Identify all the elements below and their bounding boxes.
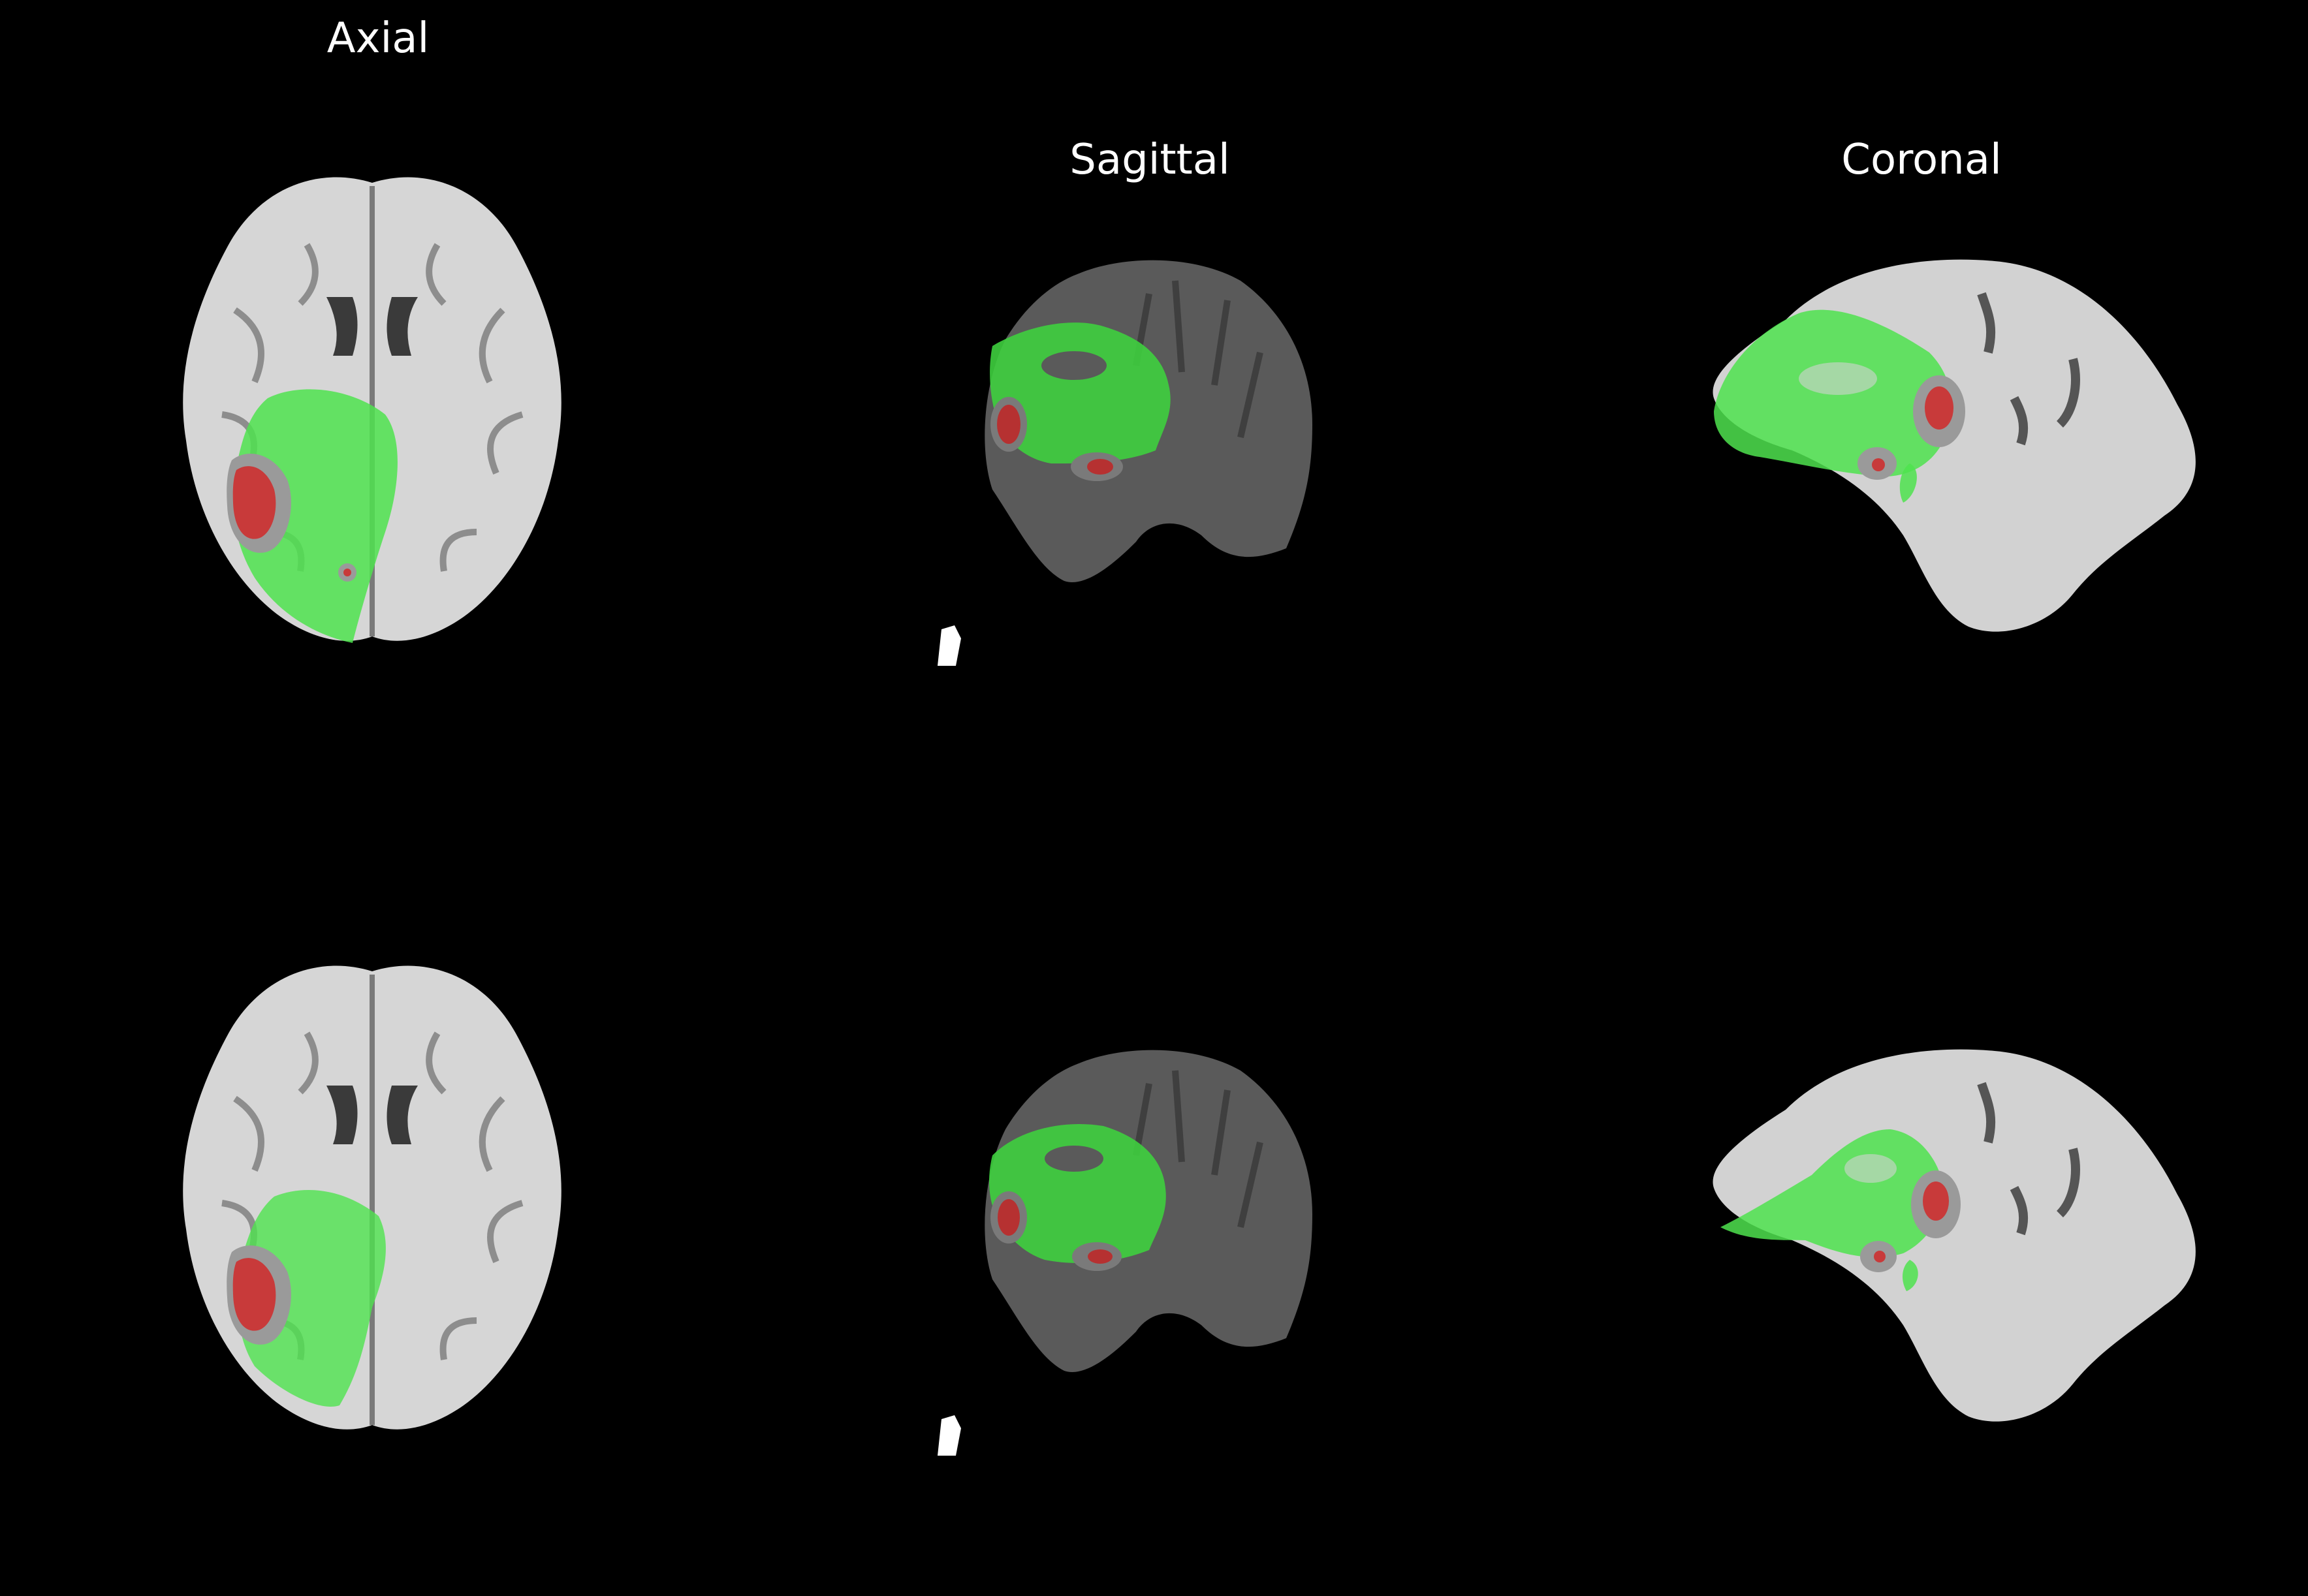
coronal-tumour-core bbox=[1923, 1181, 1949, 1221]
axial-tumour-core bbox=[232, 1258, 276, 1331]
coronal-sulci bbox=[1977, 292, 2080, 446]
top-axial-brain-image bbox=[183, 177, 561, 643]
axial-edema-overlay bbox=[237, 1190, 386, 1407]
bottom-axial-brain-image bbox=[183, 965, 561, 1430]
coronal-title: Coronal bbox=[1841, 136, 2002, 184]
bottom-sagittal-marker bbox=[938, 1415, 961, 1456]
sagittal-tumour-core bbox=[997, 405, 1020, 444]
top-sagittal-marker bbox=[938, 625, 961, 666]
axial-edema-overlay bbox=[232, 389, 398, 643]
axial-ventricles bbox=[326, 297, 418, 356]
coronal-sulci bbox=[1977, 1082, 2080, 1236]
sagittal-sulci bbox=[1133, 280, 1263, 439]
sagittal-edema-overlay bbox=[989, 1124, 1166, 1263]
coronal-edema-hole bbox=[1844, 1154, 1897, 1183]
top-sagittal-brain-image bbox=[985, 260, 1312, 582]
bottom-coronal-brain-image bbox=[1713, 1049, 2196, 1422]
axial-ventricles bbox=[326, 1086, 418, 1144]
sagittal-edema-hole bbox=[1041, 351, 1107, 380]
sagittal-edema-hole bbox=[1045, 1146, 1103, 1172]
coronal-edema-hole bbox=[1799, 362, 1877, 395]
sagittal-sulci bbox=[1133, 1070, 1263, 1228]
sagittal-edema-overlay bbox=[990, 322, 1171, 463]
sagittal-title: Sagittal bbox=[1069, 136, 1230, 184]
axial-title: Axial bbox=[326, 14, 430, 63]
sagittal-tumour-core bbox=[998, 1199, 1020, 1236]
top-coronal-brain-image bbox=[1713, 259, 2196, 632]
bottom-sagittal-brain-image bbox=[985, 1050, 1312, 1372]
coronal-brain-silhouette bbox=[1713, 1049, 2196, 1422]
coronal-tumour-core bbox=[1925, 386, 1953, 430]
axial-tumour-core bbox=[232, 466, 276, 539]
